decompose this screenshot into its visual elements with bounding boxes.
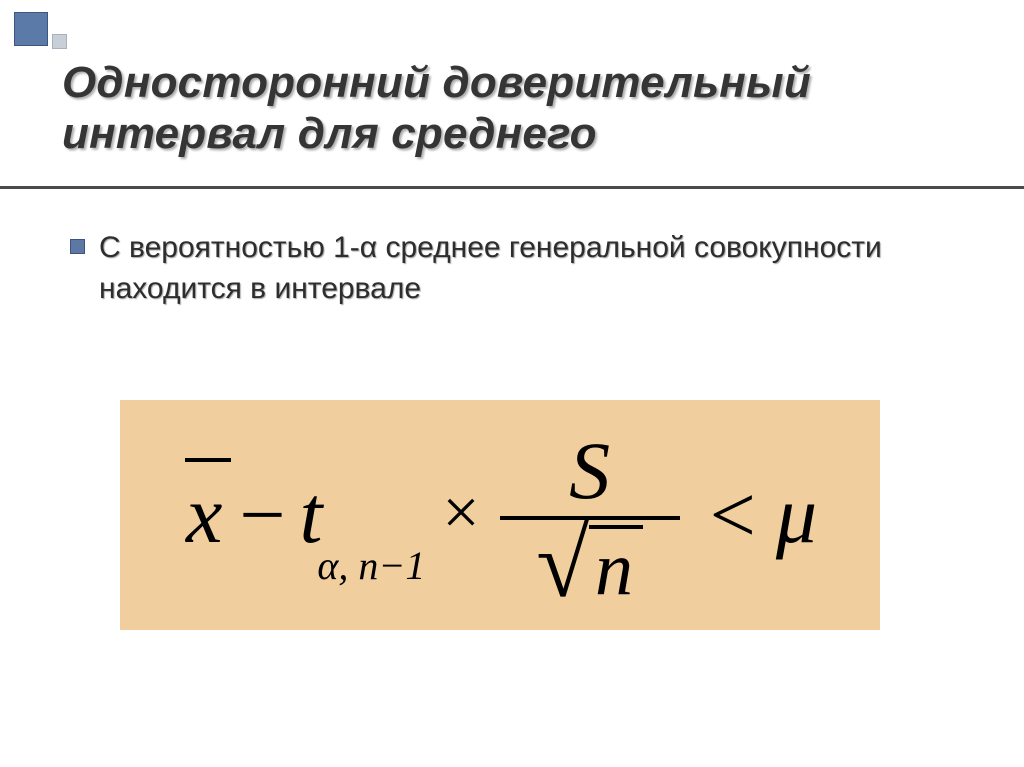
t-subscript: α, n−1 bbox=[317, 546, 425, 586]
x-symbol: x bbox=[186, 469, 222, 560]
fraction-numerator: S bbox=[569, 434, 610, 516]
bullet-text: С вероятностью 1-α среднее генеральной с… bbox=[99, 228, 964, 309]
square-root: √ n bbox=[536, 522, 643, 604]
formula: x − t α, n−1 × S √ n < μ bbox=[183, 430, 817, 600]
minus-operator: − bbox=[231, 474, 293, 556]
less-than-operator: < bbox=[694, 474, 770, 556]
bullet-item: С вероятностью 1-α среднее генеральной с… bbox=[70, 228, 964, 309]
body-area: С вероятностью 1-α среднее генеральной с… bbox=[70, 228, 964, 309]
formula-box: x − t α, n−1 × S √ n < μ bbox=[120, 400, 880, 630]
t-term: t α, n−1 bbox=[300, 474, 431, 556]
overline-icon bbox=[185, 458, 231, 462]
radicand: n bbox=[589, 525, 643, 607]
fraction: S √ n bbox=[500, 434, 680, 604]
slide-title: Односторонний доверительный интервал для… bbox=[62, 58, 984, 159]
times-operator: × bbox=[436, 480, 485, 546]
fraction-denominator: √ n bbox=[536, 520, 643, 604]
mu-symbol: μ bbox=[776, 474, 817, 556]
square-muted-icon bbox=[52, 34, 67, 49]
square-accent-icon bbox=[14, 12, 48, 46]
horizontal-rule bbox=[0, 186, 1024, 189]
x-bar: x bbox=[183, 474, 225, 556]
radical-icon: √ bbox=[536, 530, 589, 612]
bullet-square-icon bbox=[70, 239, 85, 254]
slide: Односторонний доверительный интервал для… bbox=[0, 0, 1024, 767]
